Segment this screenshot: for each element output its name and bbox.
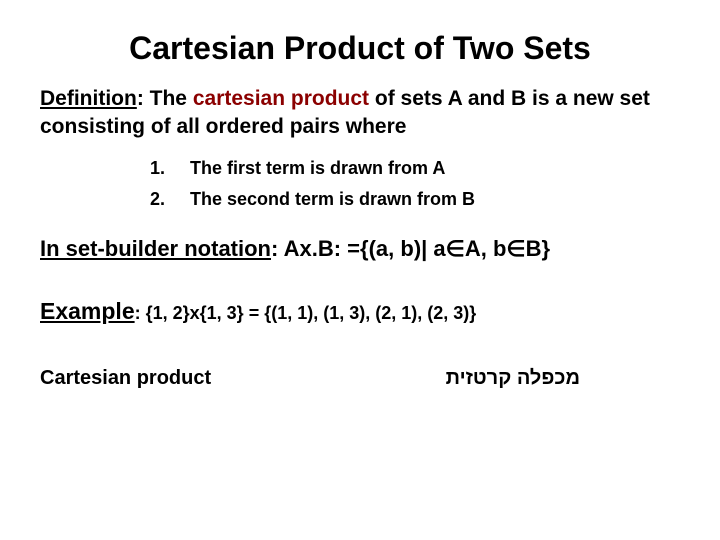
definition-term: cartesian product [193,87,369,110]
list-item: 1. The first term is drawn from A [150,158,680,179]
example-label: Example [40,298,135,324]
sbn-mid: A, b [465,236,507,261]
definition-block: Definition: The cartesian product of set… [40,85,680,142]
page-title: Cartesian Product of Two Sets [40,30,680,67]
example-block: Example: {1, 2}x{1, 3} = {(1, 1), (1, 3)… [40,298,680,325]
list-number: 2. [150,189,190,210]
element-of-icon: ∈ [506,236,525,261]
example-rhs: {(1, 1), (1, 3), (2, 1), (2, 3)} [264,303,476,323]
sbn-expr-pre: Ax.B: ={(a, b)| a [284,236,446,261]
ordered-list: 1. The first term is drawn from A 2. The… [150,158,680,210]
definition-prefix: : The [137,87,193,110]
list-text: The second term is drawn from B [190,189,475,210]
footer-right-hebrew: מכפלה קרטזית [446,367,580,390]
footer-left: Cartesian product [40,367,211,390]
sbn-expr-post: B} [526,236,550,261]
example-lhs: {1, 2}x{1, 3} = [146,303,265,323]
list-text: The first term is drawn from A [190,158,445,179]
list-item: 2. The second term is drawn from B [150,189,680,210]
footer-row: Cartesian product מכפלה קרטזית [40,367,680,390]
list-number: 1. [150,158,190,179]
sbn-label: In set-builder notation [40,236,271,261]
element-of-icon: ∈ [446,236,465,261]
example-colon: : [135,303,146,323]
definition-label: Definition [40,87,137,110]
sbn-colon: : [271,236,284,261]
set-builder-notation: In set-builder notation: Ax.B: ={(a, b)|… [40,236,680,262]
